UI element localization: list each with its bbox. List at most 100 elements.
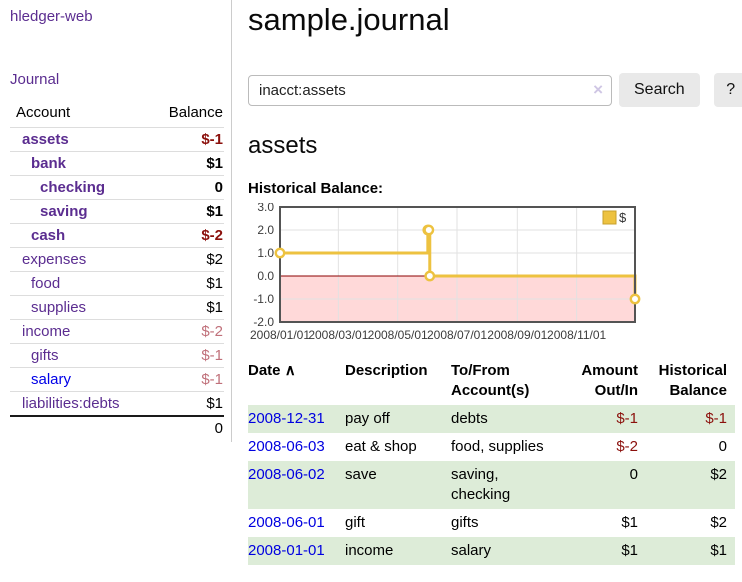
account-balance: $-2	[147, 319, 224, 344]
data-point-marker	[424, 270, 436, 282]
balance-chart-svg: $3.0 2.0 1.0 0.0 -1.0 -2.02008/01/012008/03/0…	[250, 200, 641, 342]
transaction-description: pay off	[345, 410, 390, 427]
register-col-amount: Amount Out/In	[581, 362, 638, 399]
sidebar: hledger-web Journal Account Balance asse…	[0, 0, 232, 442]
transaction-accounts: saving, checking	[451, 466, 511, 503]
register-col-description: Description	[345, 362, 428, 379]
account-link[interactable]: expenses	[22, 251, 87, 268]
x-axis-tick-label: 2008/11/01	[547, 328, 606, 342]
account-name-cell: assets	[10, 127, 148, 152]
legend-label: $	[619, 210, 627, 225]
accounts-col-balance: Balance	[168, 104, 223, 121]
account-row: gifts $-1	[10, 343, 224, 368]
account-balance: $-1	[147, 367, 224, 392]
transaction-description: save	[345, 466, 377, 483]
search-input[interactable]	[248, 74, 612, 106]
accounts-total-spacer	[10, 415, 148, 440]
account-row: checking 0	[10, 175, 224, 200]
help-button[interactable]: ?	[713, 73, 742, 107]
account-row: expenses $2	[10, 247, 224, 272]
transaction-accounts: food, supplies	[451, 438, 544, 455]
transaction-date-link[interactable]: 2008-12-31	[248, 410, 325, 427]
sidebar-item-journal[interactable]: Journal	[10, 71, 60, 88]
account-link[interactable]: salary	[31, 371, 72, 388]
clear-search-icon[interactable]: ×	[593, 79, 603, 99]
account-balance: $1	[147, 271, 224, 296]
search-button[interactable]: Search	[619, 73, 700, 107]
account-name-cell: gifts	[10, 343, 148, 368]
account-balance: $-1	[147, 127, 224, 152]
data-point-marker	[629, 293, 641, 305]
transaction-date-link[interactable]: 2008-06-03	[248, 438, 325, 455]
account-name-cell: bank	[10, 151, 148, 176]
account-link[interactable]: liabilities:debts	[22, 395, 120, 412]
account-row: liabilities:debts $1	[10, 391, 224, 416]
account-link[interactable]: gifts	[31, 347, 59, 364]
account-balance: $-1	[147, 343, 224, 368]
legend-swatch	[602, 210, 617, 225]
transaction-date-cell: 2008-06-01	[248, 509, 345, 537]
y-axis-tick-label: -2.0	[253, 315, 274, 329]
accounts-total-row: 0	[10, 415, 224, 440]
account-row: bank $1	[10, 151, 224, 176]
data-point-marker	[274, 247, 286, 259]
register-row: 2008-06-02 save saving, checking 0 $2	[248, 461, 735, 509]
account-link[interactable]: supplies	[31, 299, 87, 316]
brand-link[interactable]: hledger-web	[10, 8, 93, 25]
x-axis-tick-label: 2008/03/01	[308, 328, 368, 342]
search-box: ×	[248, 74, 612, 106]
account-link[interactable]: checking	[40, 179, 106, 196]
y-axis-tick-label: 1.0	[257, 246, 274, 260]
account-name-cell: income	[10, 319, 148, 344]
y-axis-tick-label: 2.0	[257, 223, 274, 237]
balance-chart: $3.0 2.0 1.0 0.0 -1.0 -2.0 2008/01/01 2008/03/0…	[248, 200, 742, 345]
transaction-balance: $1	[710, 542, 727, 559]
transaction-date-cell: 2008-01-01	[248, 537, 345, 565]
account-link[interactable]: cash	[31, 227, 66, 244]
search-form: × Search ?	[248, 73, 742, 107]
account-balance: $1	[147, 199, 224, 224]
accounts-header-row: Account Balance	[10, 100, 224, 128]
register-table: Date ∧ Description To/From Account(s) Am…	[248, 359, 735, 565]
transaction-date-link[interactable]: 2008-01-01	[248, 542, 325, 559]
transaction-date-link[interactable]: 2008-06-01	[248, 514, 325, 531]
transaction-date-link[interactable]: 2008-06-02	[248, 466, 325, 483]
chart-title: Historical Balance:	[248, 180, 384, 197]
account-name-cell: supplies	[10, 295, 148, 320]
account-heading: assets	[248, 132, 318, 159]
transaction-date-cell: 2008-06-03	[248, 433, 345, 461]
transaction-description: gift	[345, 514, 366, 531]
account-row: salary $-1	[10, 367, 224, 392]
transaction-date-cell: 2008-06-02	[248, 461, 345, 509]
transaction-accounts: gifts	[451, 514, 479, 531]
app-root: hledger-web Journal Account Balance asse…	[0, 0, 742, 565]
account-name-cell: cash	[10, 223, 148, 248]
account-link[interactable]: income	[22, 323, 71, 340]
sort-asc-icon: ∧	[284, 362, 296, 379]
account-row: cash $-2	[10, 223, 224, 248]
account-row: saving $1	[10, 199, 224, 224]
transaction-accounts: salary	[451, 542, 492, 559]
page-title: sample.journal	[248, 2, 450, 37]
account-link[interactable]: bank	[31, 155, 67, 172]
transaction-amount: $-1	[616, 410, 638, 427]
account-balance: $-2	[147, 223, 224, 248]
transaction-amount: 0	[629, 466, 638, 483]
transaction-balance: $2	[710, 466, 727, 483]
account-name-cell: checking	[10, 175, 148, 200]
transaction-amount: $1	[621, 542, 638, 559]
register-row: 2008-06-03 eat & shop food, supplies $-2 0	[248, 433, 735, 461]
register-header-row: Date ∧ Description To/From Account(s) Am…	[248, 359, 735, 405]
register-col-accounts: To/From Account(s)	[451, 362, 530, 399]
x-axis-tick-label: 2008/05/01	[368, 328, 428, 342]
account-row: supplies $1	[10, 295, 224, 320]
account-link[interactable]: saving	[40, 203, 88, 220]
account-name-cell: food	[10, 271, 148, 296]
account-link[interactable]: food	[31, 275, 61, 292]
account-row: food $1	[10, 271, 224, 296]
transaction-amount: $1	[621, 514, 638, 531]
transaction-description: eat & shop	[345, 438, 417, 455]
x-axis-tick-label: 2008/01/01	[250, 328, 310, 342]
account-link[interactable]: assets	[22, 131, 69, 148]
register-col-date[interactable]: Date ∧	[248, 362, 296, 379]
